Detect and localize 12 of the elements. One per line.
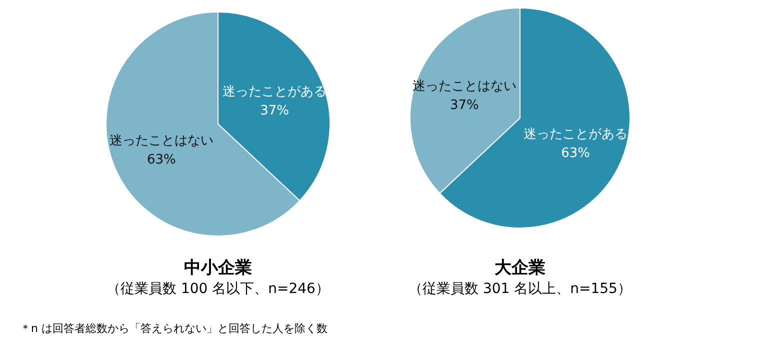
text: ＊n は回答者総数から「答えられない」と回答した人を除く数 [20, 321, 328, 336]
data-label: 63% [147, 152, 176, 168]
data-label: 63% [561, 146, 590, 162]
slice-label: 迷ったことはない [109, 133, 214, 148]
text: 中小企業 [183, 257, 253, 279]
slice-label: 迷ったことがある [524, 127, 628, 142]
data-label: 37% [450, 98, 479, 113]
text: （従業員数 301 名以上、n=155） [408, 280, 632, 298]
slice-label: 迷ったことがある [222, 84, 327, 100]
text: （従業員数 100 名以下、n=246） [106, 280, 330, 298]
data-label: 37% [260, 104, 289, 119]
text: 大企業 [494, 257, 546, 279]
